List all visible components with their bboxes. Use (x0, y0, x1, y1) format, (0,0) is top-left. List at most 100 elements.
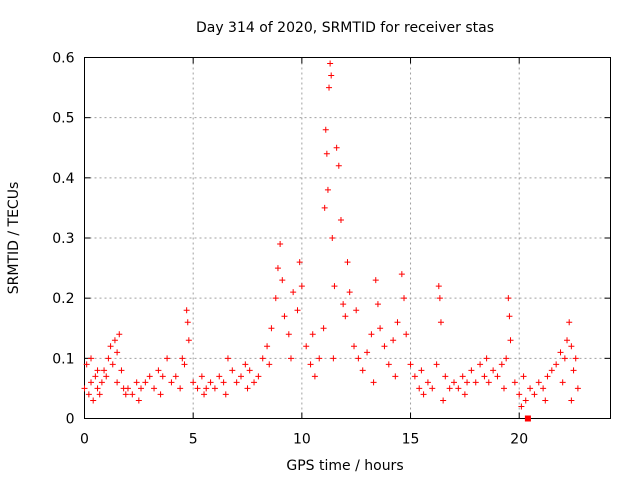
y-tick-labels: 0 0.1 0.2 0.3 0.4 0.5 0.6 (52, 51, 74, 428)
y-axis-label: SRMTID / TECUs (6, 182, 22, 295)
data-point (190, 379, 197, 386)
y-tick-label: 0.4 (52, 171, 74, 187)
data-point (568, 343, 575, 350)
data-point (201, 391, 208, 398)
data-point (320, 325, 327, 332)
data-point (172, 373, 179, 380)
data-point (184, 319, 191, 326)
data-point (424, 379, 431, 386)
data-point (464, 379, 471, 386)
data-point (207, 379, 214, 386)
data-point (224, 355, 231, 362)
data-point (290, 289, 297, 296)
data-point (542, 397, 549, 404)
data-point (372, 277, 379, 284)
data-point (116, 331, 123, 338)
data-point (506, 313, 513, 320)
data-point (322, 126, 329, 133)
data-point (94, 367, 101, 374)
data-point (146, 373, 153, 380)
data-point (442, 373, 449, 380)
data-point (390, 337, 397, 344)
y-tick-label: 0.2 (52, 291, 74, 307)
data-point (355, 355, 362, 362)
data-point (483, 355, 490, 362)
data-point (440, 397, 447, 404)
axis-ticks (84, 57, 611, 419)
data-point (81, 385, 88, 392)
data-point (364, 349, 371, 356)
data-point (316, 355, 323, 362)
data-point (111, 337, 118, 344)
data-point (335, 162, 342, 169)
data-point (342, 313, 349, 320)
data-point (572, 355, 579, 362)
data-point (553, 361, 560, 368)
data-point (507, 337, 514, 344)
data-point (392, 373, 399, 380)
data-point (394, 319, 401, 326)
data-point (133, 379, 140, 386)
data-point (435, 283, 442, 290)
data-point (183, 307, 190, 314)
data-point (328, 72, 335, 79)
data-point (220, 379, 227, 386)
data-point (181, 361, 188, 368)
data-point (461, 391, 468, 398)
data-point (279, 277, 286, 284)
data-point (481, 373, 488, 380)
data-point (455, 385, 462, 392)
data-point (142, 379, 149, 386)
data-point (540, 385, 547, 392)
data-point (344, 259, 351, 266)
data-point (88, 355, 95, 362)
data-point (381, 343, 388, 350)
data-point (251, 379, 258, 386)
data-point (548, 367, 555, 374)
data-point (505, 295, 512, 302)
chart-title: Day 314 of 2020, SRMTID for receiver sta… (196, 20, 494, 36)
data-point (287, 355, 294, 362)
data-point (516, 391, 523, 398)
data-point (274, 265, 281, 272)
data-point (281, 313, 288, 320)
data-point (561, 355, 568, 362)
data-point (374, 301, 381, 308)
data-point (557, 349, 564, 356)
data-point (326, 84, 333, 91)
data-point (429, 385, 436, 392)
data-point (346, 289, 353, 296)
data-point (255, 373, 262, 380)
data-point (511, 379, 518, 386)
data-point (437, 319, 444, 326)
y-tick-label: 0.3 (52, 231, 74, 247)
data-point (98, 379, 105, 386)
data-point (416, 385, 423, 392)
data-point (446, 385, 453, 392)
data-point (198, 373, 205, 380)
data-point (242, 361, 249, 368)
data-point (294, 307, 301, 314)
data-point (124, 385, 131, 392)
data-point (159, 373, 166, 380)
data-point (266, 361, 273, 368)
y-tick-label: 0 (66, 412, 75, 428)
data-point (353, 307, 360, 314)
data-point (229, 367, 236, 374)
data-point (168, 379, 175, 386)
data-point (244, 385, 251, 392)
data-point (107, 343, 114, 350)
data-point (574, 385, 581, 392)
data-point (418, 367, 425, 374)
data-point (272, 295, 279, 302)
x-tick-label: 5 (189, 432, 198, 448)
data-point (233, 379, 240, 386)
data-point (451, 379, 458, 386)
data-point (323, 150, 330, 157)
data-point (88, 379, 95, 386)
data-point (433, 361, 440, 368)
data-point (303, 343, 310, 350)
x-tick-label: 20 (510, 432, 528, 448)
data-point (135, 397, 142, 404)
